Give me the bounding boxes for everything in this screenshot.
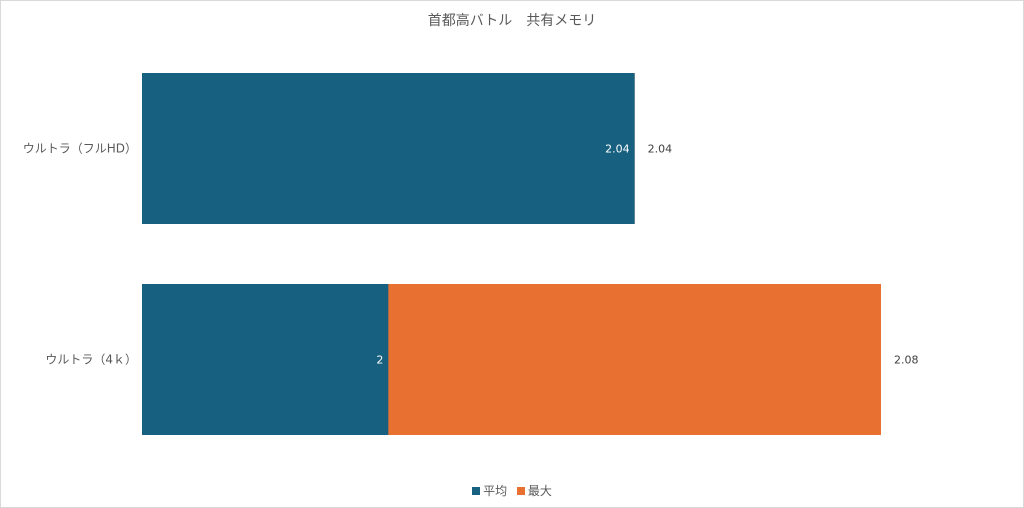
bar-average — [142, 73, 635, 224]
legend-label-average: 平均 — [483, 484, 508, 498]
legend-swatch-average — [472, 487, 481, 495]
category-label: ウルトラ（フルHD） — [23, 142, 137, 156]
legend-swatch-max — [516, 487, 525, 495]
data-label-average: 2.04 — [605, 143, 630, 156]
legend-label-max: 最大 — [527, 484, 552, 498]
legend: 平均 最大 — [0, 482, 1024, 499]
chart-title: 首都高バトル 共有メモリ — [427, 13, 597, 29]
bar-average — [142, 284, 389, 435]
data-label-max: 2.08 — [894, 354, 919, 367]
legend-item-average[interactable]: 平均 — [472, 484, 507, 498]
data-label-max: 2.04 — [648, 143, 673, 156]
category-label: ウルトラ（4ｋ） — [45, 353, 137, 367]
legend-item-max[interactable]: 最大 — [516, 484, 552, 498]
data-label-average: 2 — [376, 354, 383, 367]
